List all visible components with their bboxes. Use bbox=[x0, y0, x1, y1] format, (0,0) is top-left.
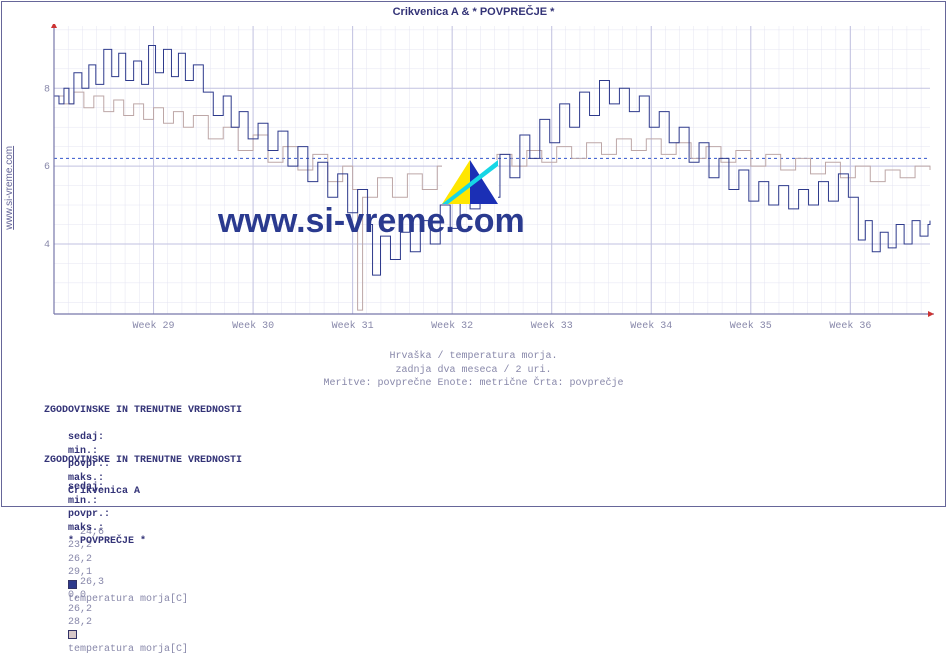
stats-series-name: * POVPREČJE * bbox=[68, 536, 146, 547]
stats-header: ZGODOVINSKE IN TRENUTNE VREDNOSTI bbox=[44, 404, 242, 418]
chart-caption: Hrvaška / temperatura morja. zadnja dva … bbox=[0, 350, 947, 391]
svg-text:Week 33: Week 33 bbox=[531, 320, 573, 332]
stats-label-avg: povpr.: bbox=[68, 509, 110, 520]
svg-text:24: 24 bbox=[44, 240, 50, 251]
stats-header: ZGODOVINSKE IN TRENUTNE VREDNOSTI bbox=[44, 454, 242, 468]
svg-text:Week 32: Week 32 bbox=[431, 320, 473, 332]
stats-block-1: ZGODOVINSKE IN TRENUTNE VREDNOSTI sedaj:… bbox=[44, 454, 242, 670]
stats-label-max: maks.: bbox=[68, 523, 104, 534]
chart-area: 24 26 28 Week 29 Week 30 Week 31 Week 32 Week 3… bbox=[44, 24, 936, 344]
svg-text:Week 36: Week 36 bbox=[829, 320, 871, 332]
chart-title: Crikvenica A & * POVPREČJE * bbox=[0, 6, 947, 18]
svg-text:28: 28 bbox=[44, 84, 50, 95]
svg-text:Week 31: Week 31 bbox=[332, 320, 374, 332]
stats-min: 0,0 bbox=[68, 590, 86, 601]
caption-line: zadnja dva meseca / 2 uri. bbox=[0, 364, 947, 378]
stats-avg: 26,2 bbox=[68, 604, 92, 615]
caption-line: Hrvaška / temperatura morja. bbox=[0, 350, 947, 364]
svg-text:Week 30: Week 30 bbox=[232, 320, 274, 332]
stats-metric: temperatura morja[C] bbox=[68, 644, 188, 655]
watermark-text: www.si-vreme.com bbox=[218, 202, 525, 241]
stats-label-now: sedaj: bbox=[68, 432, 104, 443]
watermark-logo bbox=[442, 160, 498, 204]
svg-text:26: 26 bbox=[44, 162, 50, 173]
legend-swatch-1 bbox=[68, 630, 77, 639]
svg-text:Week 29: Week 29 bbox=[133, 320, 175, 332]
stats-max: 28,2 bbox=[68, 617, 92, 628]
stats-label-min: min.: bbox=[68, 496, 98, 507]
stats-label-now: sedaj: bbox=[68, 482, 104, 493]
stats-now: 26,3 bbox=[80, 577, 104, 588]
source-link[interactable]: www.si-vreme.com bbox=[4, 146, 15, 230]
svg-text:Week 34: Week 34 bbox=[630, 320, 672, 332]
svg-text:Week 35: Week 35 bbox=[730, 320, 772, 332]
caption-line: Meritve: povprečne Enote: metrične Črta:… bbox=[0, 377, 947, 391]
